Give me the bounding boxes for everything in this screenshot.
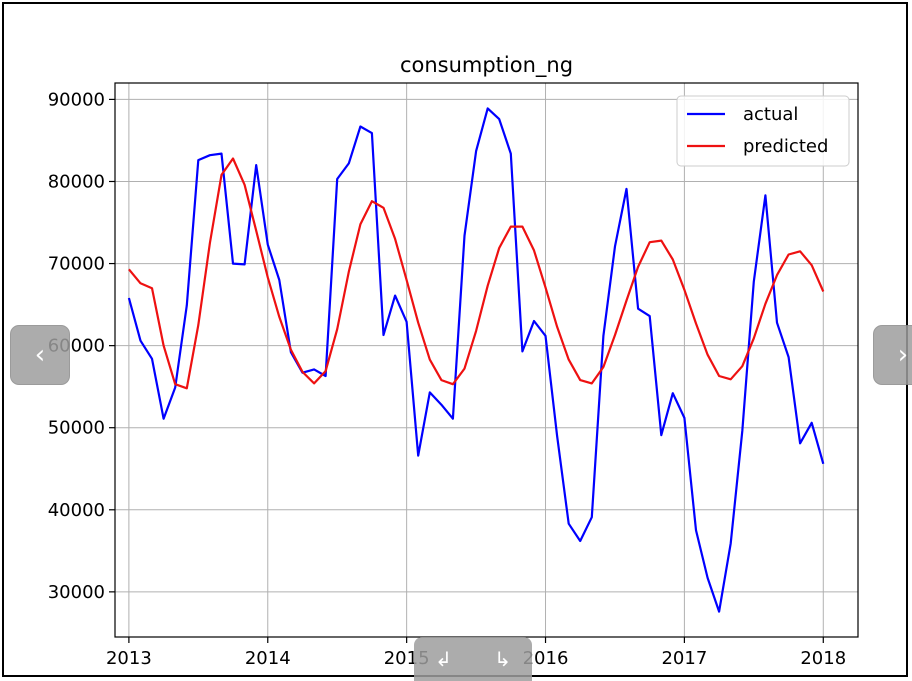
legend-label: actual [743, 104, 798, 125]
x-tick-label: 2014 [245, 648, 291, 669]
return-right-icon[interactable]: ↳ [494, 647, 511, 671]
y-tick-label: 50000 [48, 418, 105, 439]
y-tick-label: 90000 [48, 89, 105, 110]
series-line-predicted [128, 157, 825, 390]
y-tick-label: 40000 [48, 500, 105, 521]
chevron-left-icon: ‹ [34, 340, 46, 370]
legend-label: predicted [743, 136, 828, 157]
slide-toolbar: ↲ ↳ [414, 637, 532, 681]
chart-title: consumption_ng [400, 53, 573, 78]
line-chart: 2013 2014 2015 2016 2017 20183000040000500006… [48, 53, 859, 669]
next-slide-button[interactable]: › [873, 325, 912, 385]
y-tick-label: 80000 [48, 171, 105, 192]
x-tick-label: 2013 [106, 648, 152, 669]
y-tick-label: 30000 [48, 582, 105, 603]
x-tick-label: 2016 [523, 648, 569, 669]
series-line-actual [127, 107, 825, 613]
chevron-right-icon: › [897, 340, 909, 370]
x-tick-label: 2018 [800, 648, 846, 669]
previous-slide-button[interactable]: ‹ [10, 325, 70, 385]
x-tick-label: 2017 [661, 648, 707, 669]
return-left-icon[interactable]: ↲ [435, 647, 452, 671]
y-tick-label: 70000 [48, 254, 105, 275]
